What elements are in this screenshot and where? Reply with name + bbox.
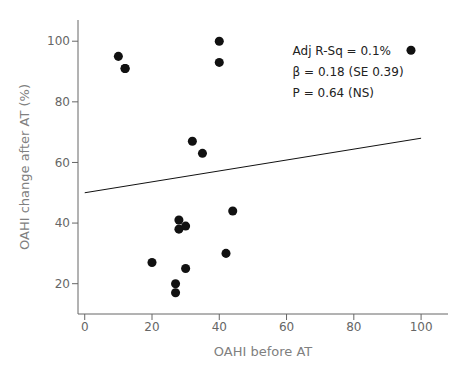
svg-text:20: 20 [55, 277, 70, 291]
svg-text:60: 60 [55, 156, 70, 170]
svg-text:40: 40 [55, 216, 70, 230]
svg-text:20: 20 [144, 320, 159, 334]
svg-text:OAHI before AT: OAHI before AT [214, 344, 312, 359]
svg-text:100: 100 [47, 34, 70, 48]
svg-text:40: 40 [212, 320, 227, 334]
html-text:P = 0.64 (NS): P = 0.64 (NS) [292, 85, 374, 100]
svg-text:60: 60 [279, 320, 294, 334]
svg-text:0: 0 [81, 320, 89, 334]
svg-text:80: 80 [55, 95, 70, 109]
svg-text:100: 100 [410, 320, 433, 334]
html-text:Adj R-Sq = 0.1%: Adj R-Sq = 0.1% [292, 43, 391, 58]
svg-text:OAHI change after AT (%): OAHI change after AT (%) [17, 84, 32, 250]
html-text:β = 0.18 (SE 0.39): β = 0.18 (SE 0.39) [292, 64, 404, 79]
svg-text:80: 80 [346, 320, 361, 334]
